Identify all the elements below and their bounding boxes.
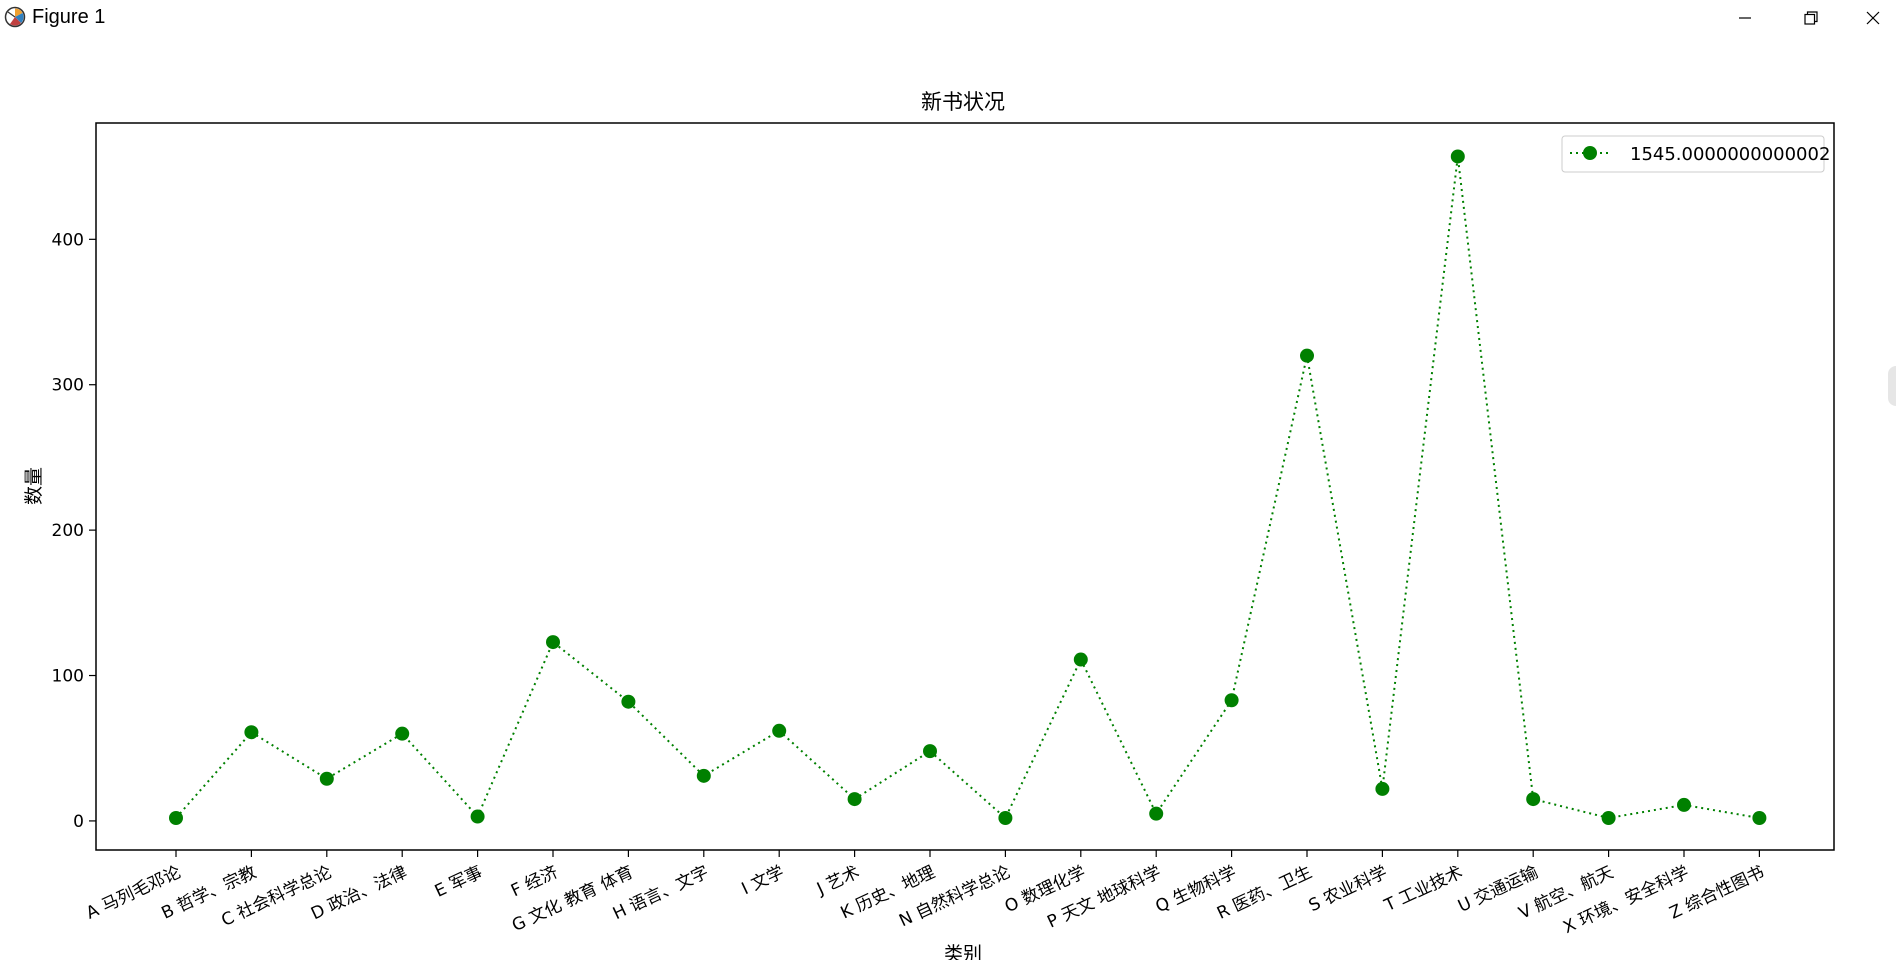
chart-title: 新书状况 [921, 90, 1005, 114]
y-tick-label: 400 [52, 230, 84, 250]
data-point [1752, 811, 1767, 826]
data-point [470, 809, 485, 824]
data-point [546, 635, 560, 650]
data-point [319, 771, 334, 786]
series-line [175, 156, 1760, 820]
x-tick-label: X 环境、安全科学 [1560, 862, 1692, 938]
close-icon [1866, 11, 1880, 25]
minimize-icon [1739, 17, 1751, 19]
data-point [621, 694, 636, 709]
y-axis-label: 数量 [23, 467, 45, 505]
legend-entry-label: 1545.0000000000002 [1630, 144, 1830, 165]
y-tick-label: 200 [52, 521, 84, 541]
data-point [1526, 792, 1541, 807]
data-point [923, 744, 937, 759]
data-point [772, 723, 787, 738]
x-tick-label: T 工业技术 [1381, 862, 1466, 916]
y-tick-label: 0 [73, 812, 84, 832]
minimize-button[interactable] [1712, 0, 1778, 36]
figure-canvas: 新书状况 0 100 200 300 400 A 马列毛邓论 B 哲学、宗教 C 社会科学总… [0, 36, 1896, 964]
y-axis: 0 100 200 300 400 [52, 230, 96, 832]
legend-marker-swatch [1583, 146, 1597, 160]
series-layer [169, 149, 1767, 826]
data-point [998, 811, 1013, 826]
data-point [1300, 348, 1314, 363]
x-tick-label: I 文学 [739, 862, 788, 899]
matplotlib-icon [4, 6, 26, 28]
window-titlebar: Figure 1 [0, 0, 1896, 36]
data-point [1149, 806, 1164, 821]
data-point [696, 768, 711, 783]
plot-area [95, 122, 1835, 851]
y-tick-label: 100 [52, 667, 84, 687]
data-point [1073, 652, 1088, 667]
x-tick-label: E 军事 [432, 862, 486, 901]
legend-box [1561, 135, 1825, 173]
window-title: Figure 1 [32, 6, 106, 28]
x-axis-label: 类别 [944, 943, 982, 960]
data-point [1677, 797, 1691, 812]
data-point [847, 792, 862, 807]
restore-icon [1804, 11, 1818, 25]
data-point [1375, 781, 1390, 796]
data-point [395, 726, 410, 741]
data-point [1450, 149, 1465, 164]
data-point [1601, 811, 1616, 826]
x-tick-label: F 经济 [508, 862, 561, 901]
close-button[interactable] [1840, 0, 1896, 36]
data-point [169, 811, 183, 826]
side-scroll-handle[interactable] [1888, 366, 1896, 406]
y-tick-label: 300 [52, 376, 84, 396]
maximize-button[interactable] [1778, 0, 1844, 36]
data-point [244, 725, 259, 740]
x-tick-label: S 农业科学 [1306, 862, 1391, 916]
x-tick-label: J 艺术 [813, 862, 863, 899]
data-point [1224, 693, 1239, 708]
legend: 1545.0000000000002 [1561, 135, 1830, 173]
